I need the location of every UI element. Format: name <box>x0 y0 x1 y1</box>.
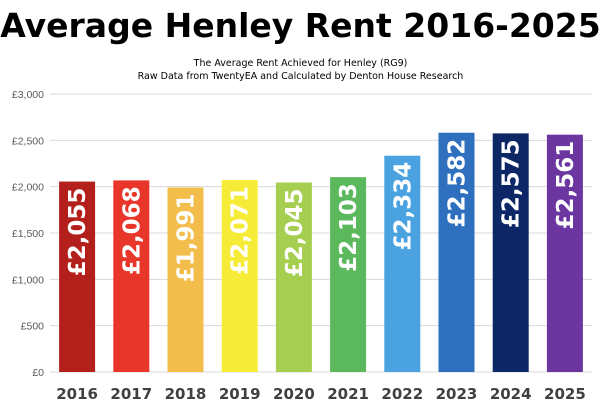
data-label: £1,991 <box>174 194 200 283</box>
x-tick-label: 2025 <box>544 385 586 403</box>
x-tick-label: 2019 <box>219 385 261 403</box>
bar <box>330 177 367 372</box>
bar <box>438 132 475 372</box>
bars <box>59 132 583 372</box>
bar <box>59 181 96 372</box>
bar <box>275 182 312 372</box>
y-tick-label: £500 <box>21 321 45 333</box>
bar <box>221 180 258 372</box>
bar <box>492 133 529 372</box>
x-tick-label: 2024 <box>490 385 532 403</box>
data-label: £2,068 <box>119 186 145 275</box>
y-tick-label: £1,500 <box>12 228 44 240</box>
data-label: £2,561 <box>553 141 579 230</box>
y-axis-ticks: £0 £500 £1,000 £1,500 £2,000 £2,500 £3,000 <box>12 89 44 379</box>
x-tick-label: 2016 <box>56 385 98 403</box>
x-tick-label: 2022 <box>381 385 423 403</box>
x-tick-label: 2023 <box>436 385 478 403</box>
y-tick-label: £0 <box>32 367 44 379</box>
data-label: £2,071 <box>228 186 254 275</box>
bar <box>167 187 204 372</box>
bar <box>546 134 583 372</box>
x-tick-label: 2017 <box>110 385 152 403</box>
x-tick-label: 2021 <box>327 385 369 403</box>
bar <box>113 180 150 372</box>
data-label: £2,055 <box>65 188 91 277</box>
chart-subtitle-1: The Average Rent Achieved for Henley (RG… <box>193 58 408 69</box>
y-tick-label: £2,000 <box>12 182 44 194</box>
data-label: £2,582 <box>445 139 471 228</box>
y-tick-label: £2,500 <box>12 135 44 147</box>
y-tick-label: £3,000 <box>12 89 44 101</box>
data-label: £2,103 <box>336 183 362 272</box>
data-labels: £2,055 £2,068 £1,991 £2,071 £2,045 £2,103 £2,3… <box>65 139 579 283</box>
x-tick-label: 2020 <box>273 385 315 403</box>
data-label: £2,334 <box>390 162 416 251</box>
x-tick-label: 2018 <box>165 385 207 403</box>
y-tick-label: £1,000 <box>12 274 44 286</box>
bar <box>384 155 421 372</box>
data-label: £2,575 <box>499 139 525 228</box>
data-label: £2,045 <box>282 188 308 277</box>
chart-subtitle-2: Raw Data from TwentyEA and Calculated by… <box>137 71 464 82</box>
chart-title: Average Henley Rent 2016-2025 <box>0 6 601 45</box>
x-axis-ticks: 2016 2017 2018 2019 2020 2021 2022 2023 2024 2025 <box>56 385 586 403</box>
